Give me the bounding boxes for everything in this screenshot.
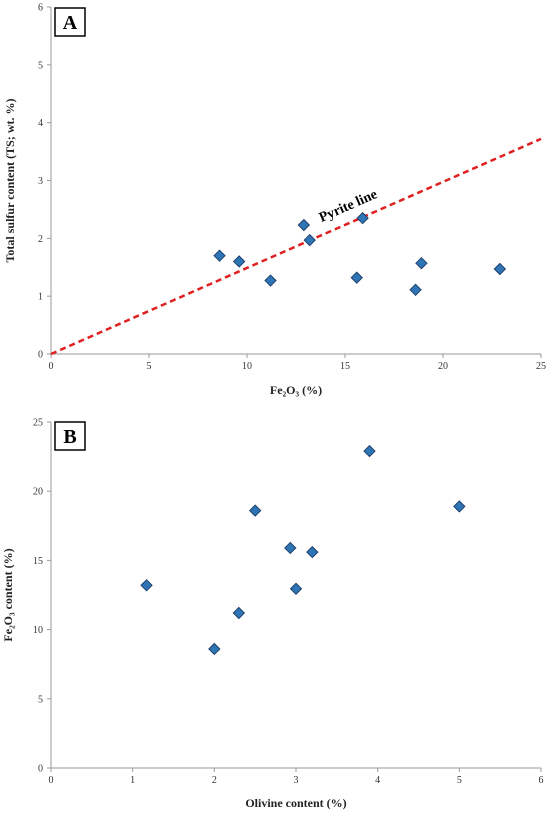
x-axis-title: Fe₂O₃ (%) bbox=[270, 383, 322, 397]
x-axis-title: Olivine content (%) bbox=[245, 796, 346, 810]
y-tick-label: 25 bbox=[33, 418, 43, 429]
data-point bbox=[306, 545, 319, 559]
y-tick-label: 10 bbox=[33, 625, 43, 636]
panel-label-box bbox=[54, 421, 86, 451]
x-tick-label: 2 bbox=[212, 775, 217, 786]
data-point bbox=[232, 255, 246, 268]
y-tick-label: 15 bbox=[33, 556, 43, 567]
x-tick-label: 6 bbox=[539, 775, 544, 786]
data-point bbox=[289, 582, 303, 595]
y-tick-label: 5 bbox=[38, 694, 43, 705]
data-point bbox=[415, 256, 428, 270]
data-point bbox=[248, 504, 262, 517]
data-point bbox=[409, 283, 422, 297]
y-tick-label: 2 bbox=[38, 234, 43, 245]
y-tick-label: 0 bbox=[38, 350, 43, 361]
data-point bbox=[208, 642, 221, 656]
y-tick-label: 0 bbox=[38, 764, 43, 775]
data-point bbox=[350, 271, 363, 284]
chart-panel-a: 0 5 10 15 20 25 0 1 2 3 4 5 6 Fe₂O₃ (%) Total sulfur c… bbox=[3, 3, 546, 398]
pyrite-reference-line bbox=[50, 137, 542, 356]
y-tick-label: 4 bbox=[38, 118, 43, 129]
data-point bbox=[363, 444, 376, 458]
pyrite-line-label: Pyrite line bbox=[317, 187, 380, 226]
y-tick-label: 1 bbox=[38, 292, 43, 303]
x-tick-label: 25 bbox=[536, 361, 546, 372]
x-tick-label: 0 bbox=[49, 361, 54, 372]
x-tick-label: 1 bbox=[130, 775, 135, 786]
y-tick-label: 3 bbox=[38, 176, 43, 187]
data-point bbox=[303, 233, 316, 247]
data-point bbox=[213, 249, 226, 262]
x-tick-label: 20 bbox=[438, 361, 448, 372]
y-tick-label: 20 bbox=[33, 487, 43, 498]
x-tick-label: 5 bbox=[457, 775, 462, 786]
x-tick-label: 0 bbox=[49, 775, 54, 786]
y-tick-label: 6 bbox=[38, 3, 43, 14]
data-point bbox=[356, 211, 369, 225]
data-point bbox=[453, 500, 466, 513]
data-point bbox=[297, 218, 311, 232]
x-tick-label: 15 bbox=[340, 361, 350, 372]
y-tick-label: 5 bbox=[38, 60, 43, 71]
y-axis-title: Fe₂O₃ content (%) bbox=[1, 548, 15, 641]
x-tick-label: 3 bbox=[294, 775, 299, 786]
data-point bbox=[264, 274, 277, 287]
y-axis-title: Total sulfur content (TS; wt. %) bbox=[3, 98, 17, 262]
x-tick-label: 4 bbox=[375, 775, 380, 786]
chart-panel-b: 0 1 2 3 4 5 6 0 5 10 15 20 25 Olivine content (%) Fe₂O… bbox=[1, 418, 544, 811]
data-point bbox=[284, 541, 297, 555]
data-point bbox=[140, 579, 153, 592]
x-tick-label: 5 bbox=[147, 361, 152, 372]
panel-label-box bbox=[54, 7, 86, 37]
panel-label: A bbox=[63, 12, 78, 34]
data-point bbox=[493, 262, 507, 276]
x-tick-label: 10 bbox=[242, 361, 252, 372]
panel-label: B bbox=[63, 426, 76, 448]
data-point bbox=[232, 606, 246, 620]
